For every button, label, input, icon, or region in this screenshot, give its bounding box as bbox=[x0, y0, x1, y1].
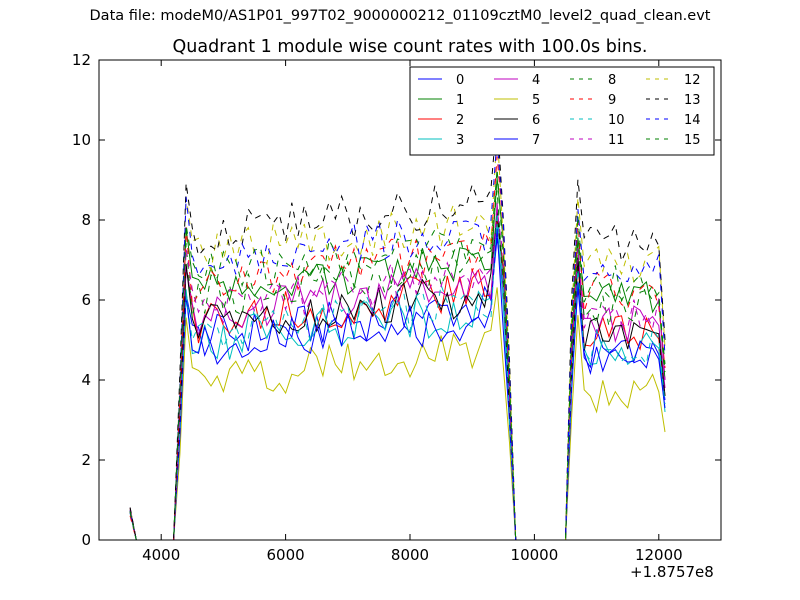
figure-suptitle: Data file: modeM0/AS1P01_997T02_90000002… bbox=[89, 8, 711, 24]
legend-label-10: 10 bbox=[608, 113, 625, 128]
chart-title: Quadrant 1 module wise count rates with … bbox=[172, 37, 648, 57]
legend-label-2: 2 bbox=[456, 113, 464, 128]
y-tick-label: 10 bbox=[72, 131, 91, 149]
legend-label-4: 4 bbox=[532, 73, 540, 88]
legend-label-5: 5 bbox=[532, 93, 540, 108]
y-tick-label: 0 bbox=[81, 531, 91, 549]
x-offset-label: +1.8757e8 bbox=[630, 563, 714, 581]
legend-label-11: 11 bbox=[608, 133, 625, 148]
series-line-13 bbox=[129, 115, 666, 541]
y-tick-label: 8 bbox=[81, 211, 91, 229]
series-line-10 bbox=[129, 212, 666, 541]
series-line-15 bbox=[129, 168, 666, 541]
legend-label-12: 12 bbox=[684, 73, 701, 88]
legend-label-7: 7 bbox=[532, 133, 540, 148]
series-line-0 bbox=[129, 238, 666, 541]
legend-label-14: 14 bbox=[684, 113, 701, 128]
series-line-2 bbox=[129, 219, 666, 541]
series-line-9 bbox=[129, 156, 666, 541]
y-tick-label: 4 bbox=[81, 371, 91, 389]
legend-label-0: 0 bbox=[456, 73, 464, 88]
legend-label-3: 3 bbox=[456, 133, 464, 148]
x-tick-label: 12000 bbox=[635, 546, 683, 564]
y-tick-label: 2 bbox=[81, 451, 91, 469]
series-line-8 bbox=[129, 190, 666, 541]
series-line-5 bbox=[129, 287, 666, 541]
series-layer bbox=[129, 115, 666, 541]
series-line-7 bbox=[129, 228, 666, 541]
y-tick-label: 12 bbox=[72, 51, 91, 69]
series-line-14 bbox=[129, 138, 666, 541]
series-line-4 bbox=[129, 203, 666, 541]
x-tick-label: 10000 bbox=[511, 546, 559, 564]
legend-label-15: 15 bbox=[684, 133, 701, 148]
legend-label-8: 8 bbox=[608, 73, 616, 88]
x-tick-label: 4000 bbox=[142, 546, 180, 564]
legend-label-13: 13 bbox=[684, 93, 701, 108]
legend-label-6: 6 bbox=[532, 113, 540, 128]
legend-label-9: 9 bbox=[608, 93, 616, 108]
legend-label-1: 1 bbox=[456, 93, 464, 108]
x-tick-label: 6000 bbox=[267, 546, 305, 564]
y-tick-label: 6 bbox=[81, 291, 91, 309]
x-tick-label: 8000 bbox=[391, 546, 429, 564]
legend-box bbox=[409, 66, 715, 156]
